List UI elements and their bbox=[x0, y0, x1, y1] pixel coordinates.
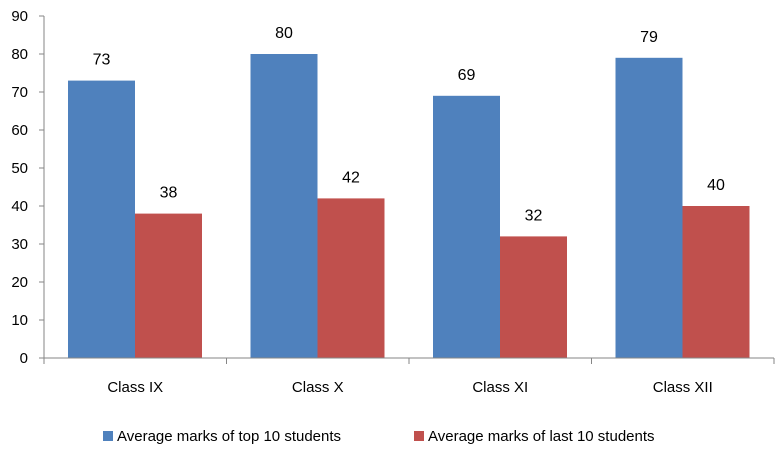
y-axis: 0 10 20 30 40 50 60 70 80 90 bbox=[11, 8, 45, 367]
data-label: 32 bbox=[525, 207, 543, 224]
data-label: 42 bbox=[342, 169, 360, 186]
data-label: 40 bbox=[707, 177, 725, 194]
bar-top10 bbox=[433, 95, 500, 359]
legend-swatch bbox=[103, 431, 113, 441]
bar-top10 bbox=[250, 54, 318, 358]
y-tick-label: 80 bbox=[11, 46, 28, 63]
data-label: 38 bbox=[160, 185, 178, 202]
data-label: 69 bbox=[458, 67, 476, 84]
legend: Average marks of top 10 students Average … bbox=[103, 428, 655, 445]
x-category-label: Class XI bbox=[472, 379, 528, 396]
bar-last10 bbox=[317, 198, 385, 358]
x-category-label: Class X bbox=[292, 379, 344, 396]
bars bbox=[68, 54, 750, 359]
bar-last10 bbox=[682, 206, 750, 358]
y-tick-label: 10 bbox=[11, 312, 28, 329]
data-label: 79 bbox=[640, 29, 658, 46]
y-tick-label: 0 bbox=[20, 350, 28, 367]
bar-last10 bbox=[135, 213, 202, 358]
bar-top10 bbox=[68, 80, 135, 358]
bar-top10 bbox=[615, 57, 683, 359]
data-labels: 73 80 69 79 38 42 32 40 bbox=[93, 25, 725, 224]
legend-label: Average marks of top 10 students bbox=[117, 428, 341, 445]
x-category-label: Class XII bbox=[653, 379, 713, 396]
legend-swatch bbox=[414, 431, 424, 441]
legend-label: Average marks of last 10 students bbox=[428, 428, 655, 445]
y-tick-label: 50 bbox=[11, 160, 28, 177]
data-label: 80 bbox=[275, 25, 293, 42]
y-tick-label: 40 bbox=[11, 198, 28, 215]
x-category-label: Class IX bbox=[107, 379, 163, 396]
bar-last10 bbox=[500, 236, 567, 358]
y-tick-label: 70 bbox=[11, 84, 28, 101]
y-tick-label: 30 bbox=[11, 236, 28, 253]
y-tick-label: 20 bbox=[11, 274, 28, 291]
data-label: 73 bbox=[93, 52, 111, 69]
x-axis: Class IX Class X Class XI Class XII bbox=[43, 357, 775, 396]
y-tick-label: 60 bbox=[11, 122, 28, 139]
y-tick-label: 90 bbox=[11, 8, 28, 25]
